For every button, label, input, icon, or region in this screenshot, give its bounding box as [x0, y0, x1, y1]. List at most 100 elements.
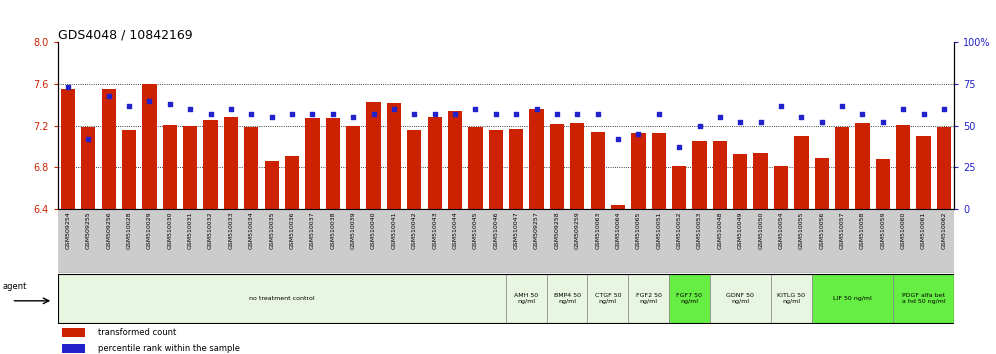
- Bar: [486, 209, 506, 273]
- Bar: [875, 159, 890, 209]
- Text: GSM510065: GSM510065: [635, 211, 640, 249]
- Bar: [526, 209, 547, 273]
- Point: [305, 111, 321, 117]
- Bar: [346, 126, 361, 209]
- Bar: [628, 274, 669, 323]
- Point: [141, 98, 157, 103]
- Bar: [669, 274, 710, 323]
- Bar: [937, 127, 951, 209]
- Text: GSM510055: GSM510055: [799, 211, 804, 249]
- Point: [243, 111, 259, 117]
- Point: [691, 123, 707, 129]
- Bar: [58, 274, 506, 323]
- Bar: [547, 209, 567, 273]
- Bar: [424, 209, 445, 273]
- Bar: [506, 274, 547, 323]
- Text: GSM510052: GSM510052: [676, 211, 681, 249]
- Point: [529, 106, 545, 112]
- Bar: [771, 274, 812, 323]
- Bar: [872, 209, 893, 273]
- Text: GSM509259: GSM509259: [575, 211, 580, 249]
- Text: GSM510062: GSM510062: [941, 211, 946, 249]
- Text: GSM510056: GSM510056: [820, 211, 825, 249]
- Point: [426, 111, 442, 117]
- Bar: [364, 209, 383, 273]
- Text: GSM510053: GSM510053: [697, 211, 702, 249]
- Text: GSM509258: GSM509258: [555, 211, 560, 249]
- Bar: [713, 141, 727, 209]
- Bar: [692, 141, 706, 209]
- Bar: [404, 209, 424, 273]
- Bar: [588, 209, 608, 273]
- Point: [630, 131, 646, 137]
- Bar: [588, 274, 628, 323]
- Bar: [407, 130, 421, 209]
- Text: GSM510054: GSM510054: [779, 211, 784, 249]
- Point: [549, 111, 565, 117]
- Bar: [631, 133, 645, 209]
- Bar: [122, 130, 136, 209]
- Text: GSM510043: GSM510043: [432, 211, 437, 249]
- Bar: [99, 209, 119, 273]
- Bar: [934, 209, 954, 273]
- Bar: [591, 132, 605, 209]
- Text: GSM510034: GSM510034: [249, 211, 254, 249]
- Bar: [710, 274, 771, 323]
- Bar: [916, 136, 930, 209]
- Text: GSM510033: GSM510033: [228, 211, 233, 249]
- Point: [610, 136, 626, 142]
- Bar: [465, 209, 486, 273]
- Point: [122, 103, 137, 109]
- Bar: [530, 109, 544, 209]
- Point: [488, 111, 504, 117]
- Bar: [669, 209, 689, 273]
- Text: GDNF 50
ng/ml: GDNF 50 ng/ml: [726, 293, 754, 304]
- Text: GSM510048: GSM510048: [717, 211, 722, 249]
- Text: GSM510041: GSM510041: [391, 211, 396, 249]
- Bar: [913, 209, 934, 273]
- Point: [202, 111, 218, 117]
- Text: GSM510032: GSM510032: [208, 211, 213, 249]
- Text: KITLG 50
ng/ml: KITLG 50 ng/ml: [777, 293, 805, 304]
- Bar: [285, 156, 299, 209]
- Text: GSM510057: GSM510057: [840, 211, 845, 249]
- Text: GSM510063: GSM510063: [596, 211, 601, 249]
- Bar: [672, 166, 686, 209]
- Text: GSM510031: GSM510031: [187, 211, 192, 249]
- Point: [467, 106, 483, 112]
- Point: [386, 106, 402, 112]
- Bar: [343, 209, 364, 273]
- Bar: [448, 111, 462, 209]
- Bar: [832, 209, 853, 273]
- Bar: [302, 209, 323, 273]
- Text: GSM509254: GSM509254: [66, 211, 71, 249]
- Text: agent: agent: [3, 282, 27, 291]
- Text: GSM509255: GSM509255: [86, 211, 91, 249]
- Text: GSM510046: GSM510046: [493, 211, 498, 249]
- Text: FGF2 50
ng/ml: FGF2 50 ng/ml: [635, 293, 661, 304]
- Text: GSM510038: GSM510038: [331, 211, 336, 249]
- Bar: [159, 209, 180, 273]
- Point: [508, 111, 524, 117]
- Bar: [835, 127, 850, 209]
- Text: GSM510042: GSM510042: [411, 211, 416, 249]
- Text: GSM510047: GSM510047: [514, 211, 519, 249]
- Point: [915, 111, 931, 117]
- Bar: [812, 274, 893, 323]
- Point: [874, 120, 890, 125]
- Text: GSM510035: GSM510035: [269, 211, 274, 249]
- Bar: [815, 158, 829, 209]
- Bar: [710, 209, 730, 273]
- Text: GSM510050: GSM510050: [758, 211, 763, 249]
- Bar: [774, 166, 788, 209]
- Bar: [893, 274, 954, 323]
- Bar: [119, 209, 139, 273]
- Point: [732, 120, 748, 125]
- Point: [223, 106, 239, 112]
- Bar: [794, 136, 809, 209]
- Bar: [856, 122, 870, 209]
- Bar: [754, 153, 768, 209]
- Bar: [244, 127, 258, 209]
- Bar: [383, 209, 404, 273]
- Text: GSM509257: GSM509257: [534, 211, 539, 249]
